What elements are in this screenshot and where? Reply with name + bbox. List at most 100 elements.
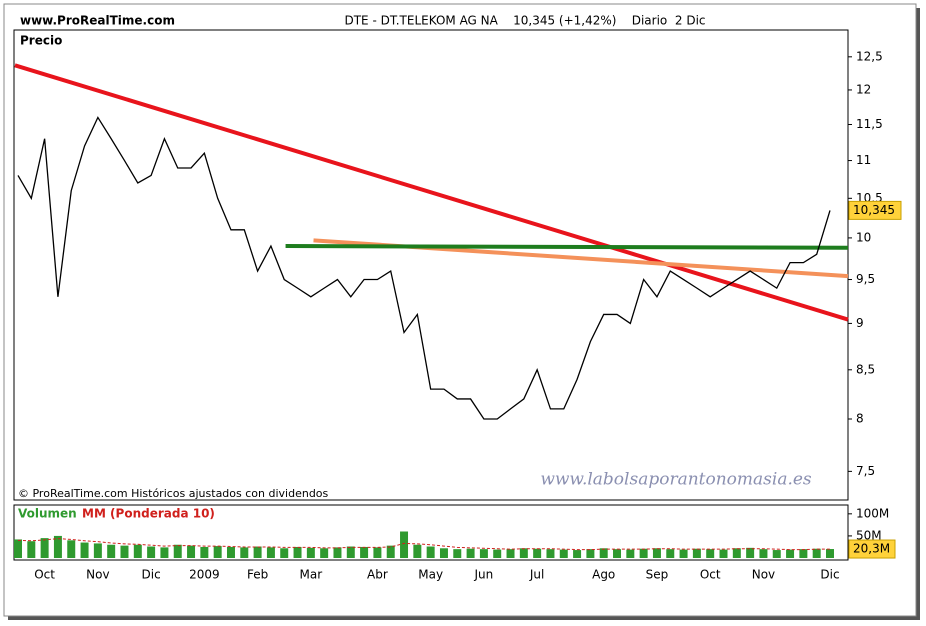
- price-panel: [13, 29, 849, 501]
- x-tick-label: Mar: [300, 568, 323, 582]
- y-tick-label: 11,5: [856, 117, 883, 131]
- x-tick-label: Jun: [474, 568, 494, 582]
- volume-bar: [466, 548, 475, 558]
- volume-bar: [266, 547, 275, 558]
- volume-bar: [147, 546, 156, 558]
- volume-bar: [14, 539, 22, 558]
- last-value-label: 10,345: [853, 203, 895, 217]
- volume-bar: [67, 540, 76, 558]
- volume-bar: [826, 549, 834, 558]
- x-tick-label: Nov: [752, 568, 775, 582]
- x-tick-label: Feb: [247, 568, 268, 582]
- volume-bar: [812, 548, 821, 558]
- x-tick-label: Oct: [700, 568, 721, 582]
- source: www.ProRealTime.com: [20, 14, 175, 28]
- note: © ProRealTime.com Históricos ajustados c…: [18, 487, 329, 500]
- volume-bar: [599, 548, 608, 558]
- volume-bar: [160, 547, 169, 558]
- volume-bar: [759, 549, 768, 558]
- volume-bar: [280, 548, 289, 558]
- y-tick-label: 100M: [856, 506, 889, 520]
- volume-bar: [519, 548, 528, 558]
- legend-entry: MM (Ponderada 10): [82, 507, 215, 521]
- y-label: Precio: [20, 34, 62, 48]
- watermark: www.labolsaporantonomasia.es: [540, 470, 812, 490]
- x-tick-label: Abr: [367, 568, 388, 582]
- volume-bar: [320, 548, 329, 558]
- volume-bar: [799, 549, 808, 558]
- volume-bar: [692, 548, 701, 558]
- volume-bar: [346, 546, 355, 558]
- x-tick-label: 2009: [189, 568, 220, 582]
- volume-bar: [213, 546, 222, 558]
- volume-bar: [719, 549, 728, 558]
- volume-bar: [133, 544, 142, 558]
- volume-bar: [200, 546, 209, 558]
- y-tick-label: 8: [856, 411, 864, 425]
- moving-average: [17, 538, 830, 551]
- volume-bar: [533, 548, 542, 558]
- volume-bar: [173, 544, 182, 558]
- y-tick-label: 12: [856, 82, 871, 96]
- volume-bar: [80, 542, 89, 558]
- volume-bar: [373, 547, 382, 558]
- volume-bar: [40, 538, 49, 558]
- y-tick-label: 50M: [856, 528, 882, 542]
- volume-bar: [187, 545, 196, 558]
- volume-bar: [453, 549, 462, 558]
- volume-bar: [400, 531, 409, 558]
- volume-bar: [626, 549, 635, 558]
- volume-bar: [479, 549, 488, 558]
- x-tick-label: Ago: [592, 568, 615, 582]
- volume-bar: [772, 550, 781, 558]
- volume-bar: [666, 549, 675, 558]
- volume-bar: [333, 547, 342, 558]
- volume-bar: [546, 549, 555, 558]
- volume-bar: [493, 549, 502, 558]
- price-line: [17, 116, 831, 420]
- x-tick-label: Oct: [34, 568, 55, 582]
- volume-bar: [786, 549, 795, 558]
- trend-line: [14, 63, 849, 322]
- y-tick-label: 10: [856, 230, 871, 244]
- volume-bar: [306, 547, 315, 558]
- volume-bar: [652, 548, 661, 558]
- last-value-box: [848, 200, 902, 220]
- volume-bar: [253, 546, 262, 558]
- volume-bar: [613, 549, 622, 558]
- chart-title: DTE - DT.TELEKOM AG NA 10,345 (+1,42%) D…: [344, 14, 705, 28]
- x-tick-label: Jul: [529, 568, 544, 582]
- y-tick-label: 9,5: [856, 272, 875, 286]
- volume-bar: [506, 549, 515, 558]
- volume-bar: [386, 545, 395, 558]
- volume-bar: [120, 545, 129, 558]
- volume-bar: [107, 544, 116, 558]
- volume-bar: [439, 548, 448, 558]
- y-tick-label: 9: [856, 316, 864, 330]
- volume-bar: [53, 535, 62, 558]
- y-tick-label: 7,5: [856, 464, 875, 478]
- last-value-label: 20,3M: [853, 542, 890, 556]
- volume-bar: [679, 549, 688, 558]
- volume-bar: [240, 547, 249, 558]
- volume-bar: [706, 549, 715, 558]
- x-tick-label: May: [418, 568, 443, 582]
- trend-line: [285, 244, 849, 250]
- volume-bar: [426, 546, 435, 558]
- volume-bar: [586, 549, 595, 558]
- volume-bar: [639, 548, 648, 558]
- volume-bar: [413, 544, 422, 558]
- x-tick-label: Dic: [142, 568, 161, 582]
- volume-bar: [559, 549, 568, 558]
- volume-bar: [226, 546, 235, 558]
- last-value-box: [848, 539, 896, 559]
- volume-bar: [573, 550, 582, 558]
- x-tick-label: Nov: [86, 568, 109, 582]
- y-tick-label: 12,5: [856, 49, 883, 63]
- volume-bar: [293, 546, 302, 558]
- legend-entry: Volumen: [18, 507, 77, 521]
- y-tick-label: 11: [856, 153, 871, 167]
- y-tick-label: 8,5: [856, 362, 875, 376]
- x-tick-label: Sep: [646, 568, 669, 582]
